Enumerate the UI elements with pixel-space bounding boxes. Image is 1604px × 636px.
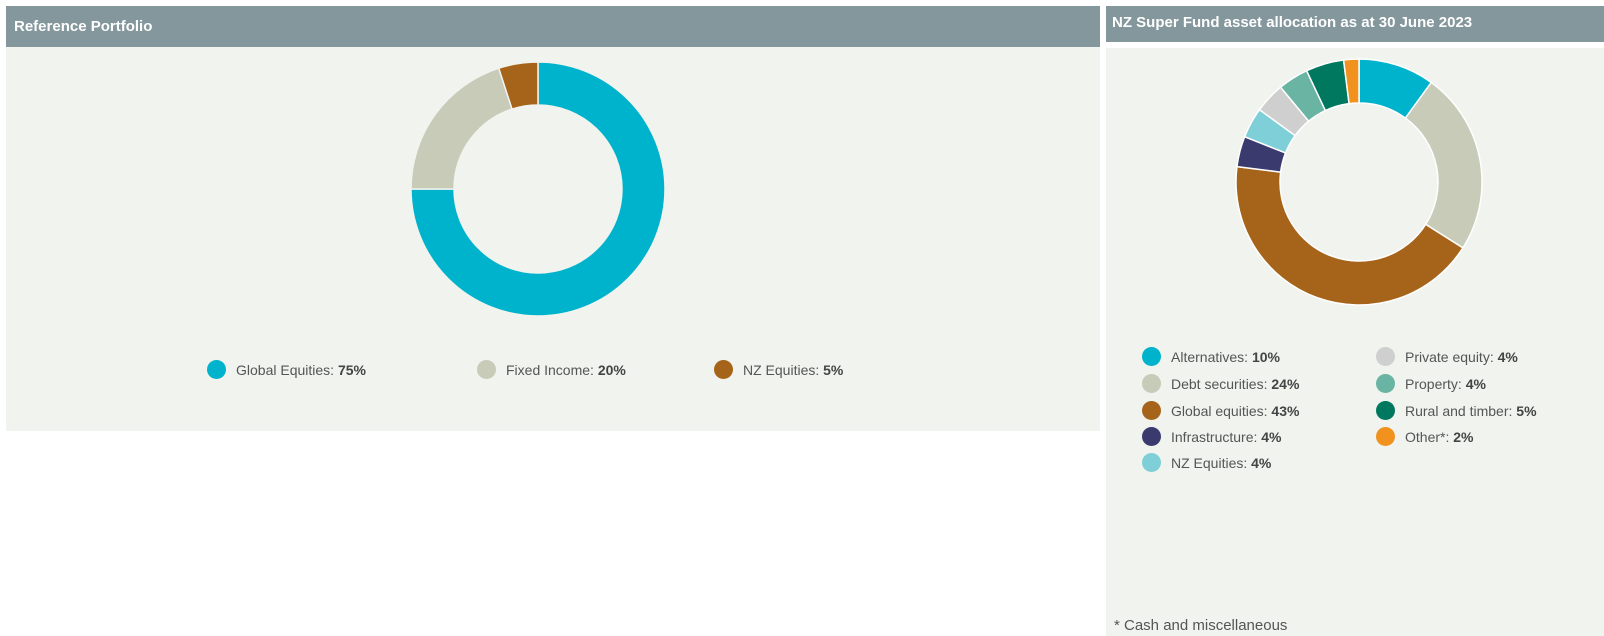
legend-value: 24% <box>1271 376 1300 393</box>
legend-value: 10% <box>1251 349 1280 366</box>
reference-portfolio-donut <box>410 61 666 317</box>
legend-swatch <box>1142 347 1161 366</box>
legend-swatch <box>207 360 226 379</box>
legend-label: Rural and timber <box>1405 403 1509 420</box>
header-divider <box>1106 42 1604 48</box>
legend-label: Fixed Income <box>506 362 591 379</box>
legend-item-infrastructure: Infrastructure: 4% <box>1142 427 1282 448</box>
legend-value: 5% <box>823 362 844 379</box>
legend-item-property: Property: 4% <box>1376 374 1486 395</box>
legend-swatch <box>1142 374 1161 393</box>
legend-label: Global Equities <box>236 362 331 379</box>
legend-swatch <box>1376 374 1395 393</box>
legend-label: Other* <box>1405 429 1446 446</box>
legend-label: Alternatives <box>1171 349 1245 366</box>
legend-item-other: Other*: 2% <box>1376 427 1474 448</box>
legend-value: 4% <box>1251 455 1272 472</box>
legend-label: Global equities <box>1171 403 1264 420</box>
legend-item-global-equities: Global Equities: 75% <box>207 360 366 381</box>
legend-item-alternatives: Alternatives: 10% <box>1142 347 1280 368</box>
legend-value: 4% <box>1261 429 1282 446</box>
legend-item-global-equities: Global equities: 43% <box>1142 401 1300 422</box>
legend-value: 20% <box>597 362 626 379</box>
legend-swatch <box>1142 427 1161 446</box>
legend-label: Infrastructure <box>1171 429 1254 446</box>
legend-item-rural-and-timber: Rural and timber: 5% <box>1376 401 1537 422</box>
slice-other <box>1342 58 1360 105</box>
legend-label: NZ Equities <box>743 362 816 379</box>
legend-value: 4% <box>1465 376 1486 393</box>
legend-item-debt-securities: Debt securities: 24% <box>1142 374 1300 395</box>
legend-label: Property <box>1405 376 1458 393</box>
legend-label: NZ Equities <box>1171 455 1244 472</box>
reference-portfolio-title: Reference Portfolio <box>6 6 1100 47</box>
legend-swatch <box>1376 427 1395 446</box>
footnote: * Cash and miscellaneous <box>1114 617 1288 634</box>
legend-item-fixed-income: Fixed Income: 20% <box>477 360 626 381</box>
asset-allocation-panel: NZ Super Fund asset allocation as at 30 … <box>1106 6 1604 636</box>
slice-global-equities <box>1235 165 1464 306</box>
legend-value: 43% <box>1271 403 1300 420</box>
legend-item-nz-equities: NZ Equities: 5% <box>714 360 844 381</box>
slice-global-equities <box>410 61 666 317</box>
legend-value: 2% <box>1453 429 1474 446</box>
slice-debt-securities <box>1404 81 1483 249</box>
legend-swatch <box>1376 401 1395 420</box>
legend-value: 4% <box>1497 349 1518 366</box>
reference-portfolio-panel: Reference Portfolio Global Equities: 75%… <box>6 6 1100 431</box>
legend-swatch <box>1376 347 1395 366</box>
legend-swatch <box>1142 453 1161 472</box>
legend-swatch <box>714 360 733 379</box>
legend-value: 5% <box>1516 403 1537 420</box>
asset-allocation-title: NZ Super Fund asset allocation as at 30 … <box>1106 6 1604 42</box>
legend-item-nz-equities: NZ Equities: 4% <box>1142 453 1272 474</box>
asset-allocation-donut <box>1235 58 1483 306</box>
legend-swatch <box>477 360 496 379</box>
legend-swatch <box>1142 401 1161 420</box>
legend-value: 75% <box>337 362 366 379</box>
legend-item-private-equity: Private equity: 4% <box>1376 347 1518 368</box>
slice-fixed-income <box>410 67 513 190</box>
legend-label: Debt securities <box>1171 376 1264 393</box>
legend-label: Private equity <box>1405 349 1490 366</box>
slice-nz-equities <box>497 61 539 111</box>
